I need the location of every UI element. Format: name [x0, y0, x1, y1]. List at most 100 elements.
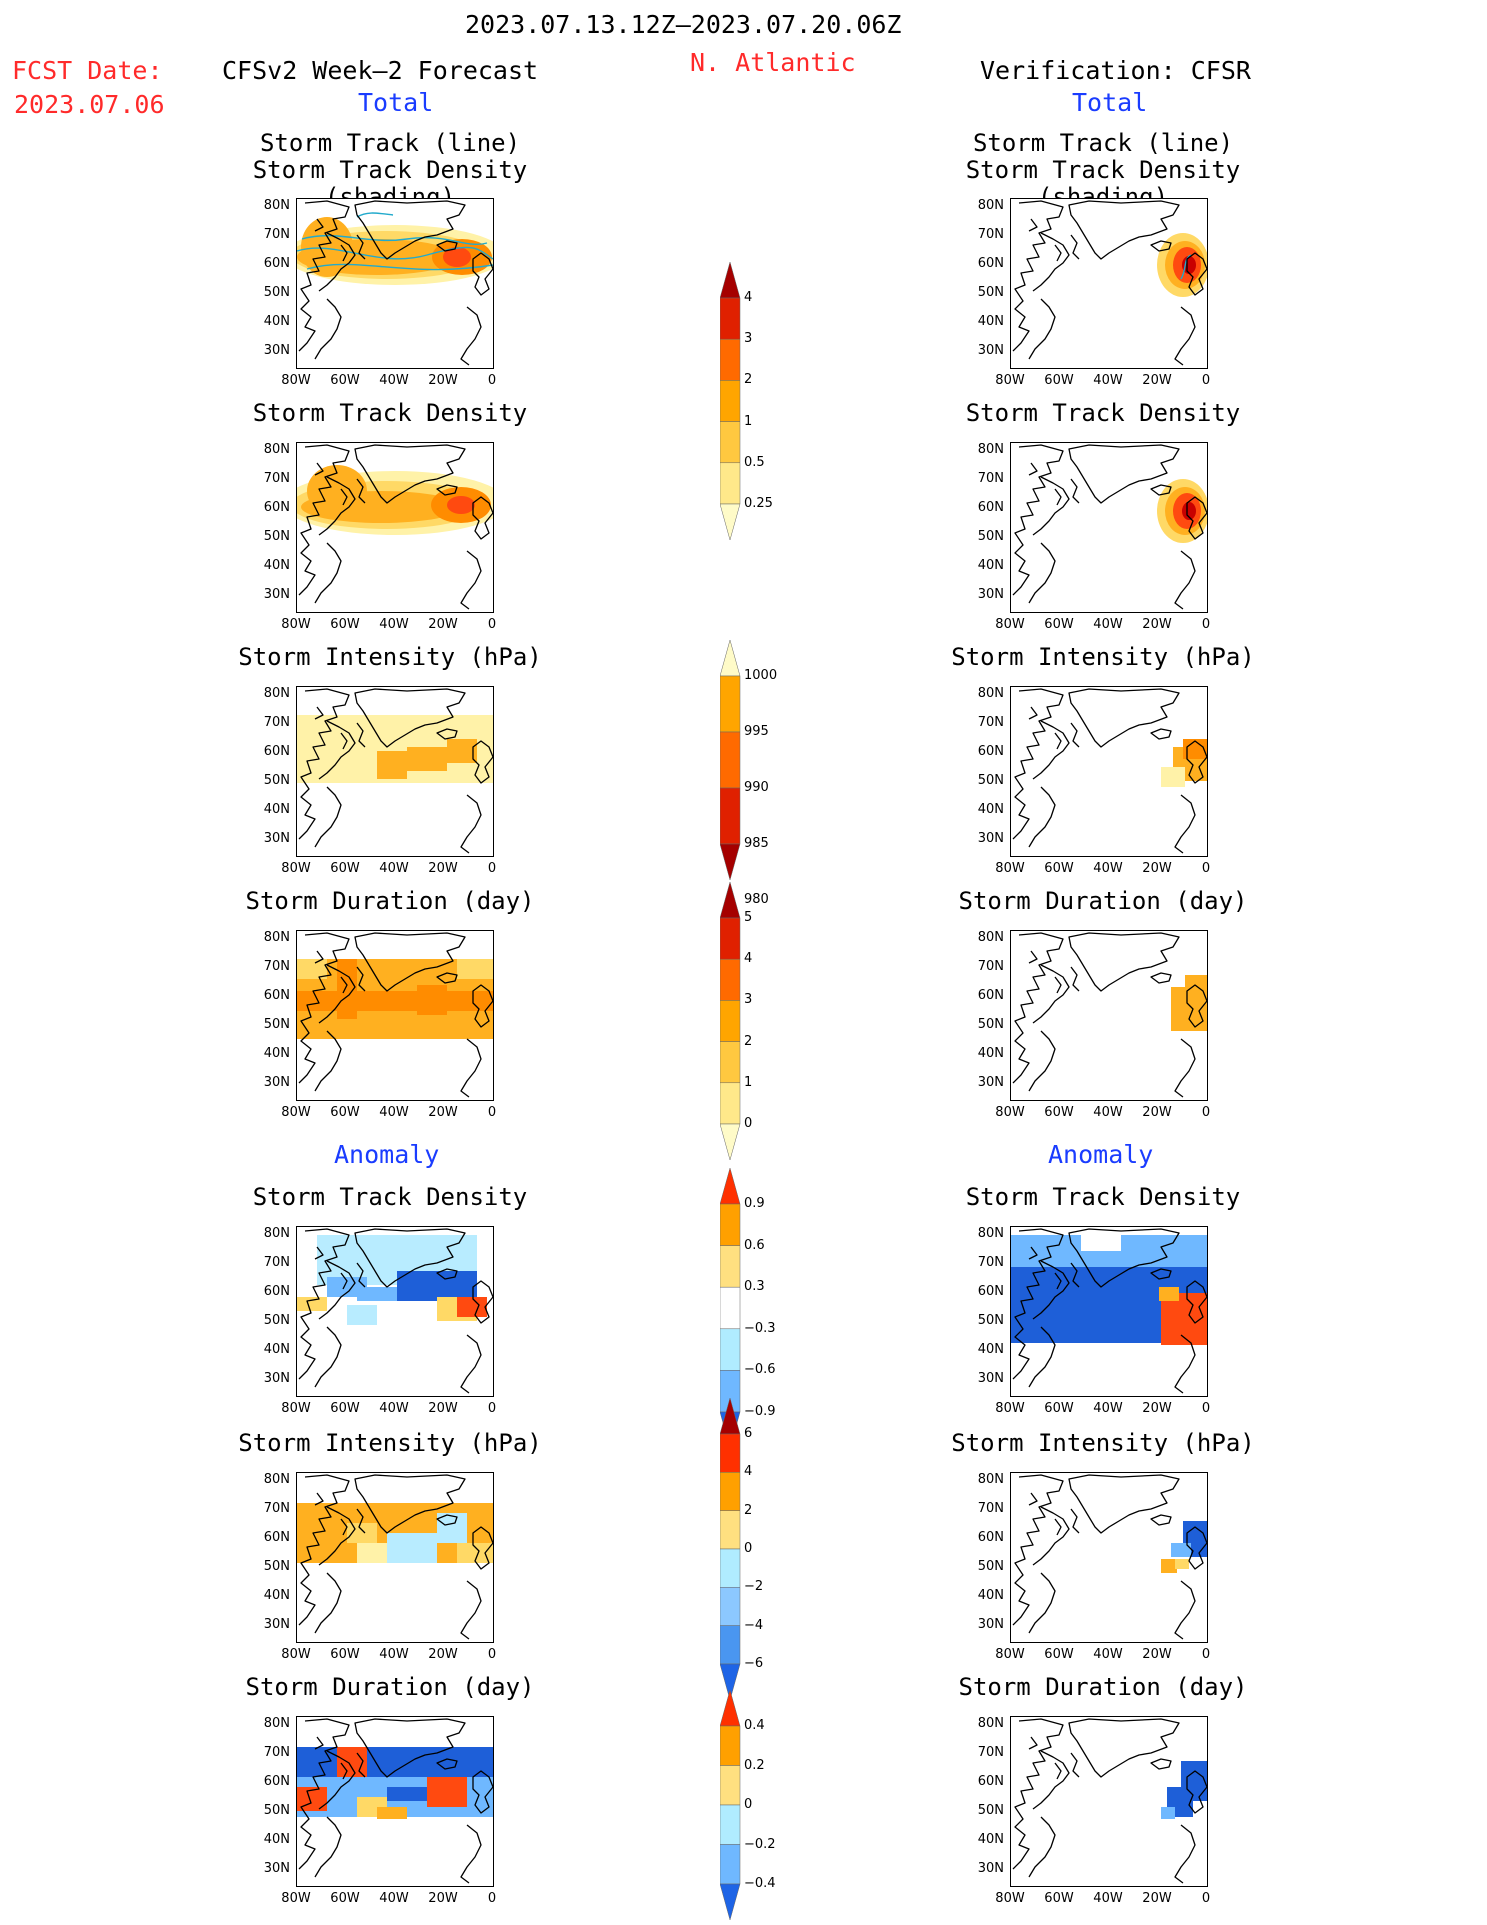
colorbar-segment — [720, 1883, 741, 1920]
colorbar-label: −0.4 — [744, 1876, 776, 1891]
map-panel — [1010, 686, 1208, 857]
map-svg — [1011, 1228, 1207, 1394]
colorbar-label: −2 — [744, 1579, 764, 1595]
map-panel — [296, 198, 494, 369]
lat-label: 50N — [977, 529, 1004, 544]
colorbar-label: 5 — [744, 910, 753, 925]
lat-label: 80N — [263, 1716, 290, 1731]
anomaly-label-left: Anomaly — [334, 1140, 440, 1169]
lat-label: 50N — [263, 1559, 290, 1574]
lon-label: 60W — [1044, 617, 1074, 632]
lat-label: 60N — [977, 1284, 1004, 1299]
lon-label: 0 — [1201, 1401, 1211, 1416]
map-svg — [1012, 200, 1207, 366]
lon-label: 80W — [281, 1647, 311, 1662]
colorbar-label: 1 — [744, 1074, 753, 1090]
panel-title-line1: Storm Track Density — [965, 399, 1241, 427]
colorbar-segment — [720, 882, 741, 919]
panel-title: Storm Duration (day) — [210, 888, 570, 915]
lon-label: 20W — [1142, 861, 1172, 876]
colorbar-label: 0 — [744, 1116, 753, 1131]
colorbar-segment — [720, 787, 741, 845]
lat-label: 50N — [263, 773, 290, 788]
map-svg — [297, 1228, 493, 1394]
colorbar-segment — [720, 1328, 741, 1371]
colorbar-label: 0.3 — [744, 1279, 765, 1295]
colorbar-segment — [720, 1844, 741, 1885]
panel-title-line1: Storm Duration (day) — [958, 887, 1248, 915]
map-svg — [1012, 688, 1207, 854]
lon-label: 80W — [281, 861, 311, 876]
lon-label: 60W — [1044, 373, 1074, 388]
lon-label: 40W — [379, 861, 409, 876]
lat-label: 80N — [263, 198, 290, 213]
lon-label: 60W — [1044, 1647, 1074, 1662]
lat-label: 80N — [977, 1472, 1004, 1487]
map-panel — [1010, 198, 1208, 369]
colorbar — [720, 1398, 741, 1700]
lat-label: 50N — [977, 285, 1004, 300]
lon-label: 20W — [1142, 373, 1172, 388]
lat-label: 50N — [263, 1017, 290, 1032]
region-title: N. Atlantic — [690, 48, 856, 77]
lat-label: 80N — [977, 442, 1004, 457]
fcst-date-value: 2023.07.06 — [14, 90, 165, 119]
colorbar-label: 3 — [744, 992, 753, 1008]
lon-label: 80W — [281, 1401, 311, 1416]
lat-label: 80N — [977, 1226, 1004, 1241]
panel-title: Storm Track Density — [210, 1184, 570, 1211]
lat-label: 80N — [977, 1716, 1004, 1731]
colorbar-label: 4 — [744, 1464, 753, 1480]
lat-label: 70N — [263, 715, 290, 730]
anomaly-label-right: Anomaly — [1048, 1140, 1154, 1169]
map-svg — [297, 444, 493, 610]
colorbar-label: −6 — [744, 1656, 764, 1671]
lon-label: 40W — [1093, 1647, 1123, 1662]
colorbar-segment — [720, 1168, 741, 1205]
lon-label: 60W — [330, 373, 360, 388]
lon-label: 60W — [330, 617, 360, 632]
colorbar — [720, 262, 741, 540]
lat-label: 60N — [977, 988, 1004, 1003]
colorbar-label: 2 — [744, 1033, 753, 1049]
lon-label: 80W — [281, 617, 311, 632]
colorbar-segment — [720, 917, 741, 960]
panel-title: Storm Track Density — [923, 400, 1283, 427]
colorbar-label: 1000 — [744, 668, 778, 683]
lat-label: 40N — [977, 1342, 1004, 1357]
lat-label: 30N — [263, 1617, 290, 1632]
colorbar-label: 1 — [744, 413, 753, 429]
lat-label: 30N — [263, 587, 290, 602]
lat-label: 80N — [263, 1226, 290, 1241]
lon-label: 20W — [428, 617, 458, 632]
map-panel — [1010, 1472, 1208, 1643]
lon-label: 0 — [487, 1647, 497, 1662]
map-panel — [296, 442, 494, 613]
panel-title: Storm Duration (day) — [923, 1674, 1283, 1701]
lat-label: 60N — [977, 744, 1004, 759]
panel-title-line1: Storm Track (line) — [259, 129, 521, 157]
lon-label: 0 — [487, 861, 497, 876]
lat-label: 60N — [263, 500, 290, 515]
panel-title-line1: Storm Duration (day) — [245, 1673, 535, 1701]
lat-label: 70N — [977, 227, 1004, 242]
lat-label: 40N — [263, 1046, 290, 1061]
lon-label: 0 — [1201, 1891, 1211, 1906]
lon-label: 0 — [1201, 861, 1211, 876]
colorbar-segment — [720, 1245, 741, 1288]
lat-label: 70N — [977, 1255, 1004, 1270]
colorbar-segment — [720, 297, 741, 340]
lon-label: 20W — [1142, 1105, 1172, 1120]
map-svg — [297, 1718, 493, 1884]
lat-label: 70N — [977, 471, 1004, 486]
lat-label: 30N — [977, 1861, 1004, 1876]
colorbar-segment — [720, 462, 741, 505]
lon-label: 0 — [487, 1105, 497, 1120]
map-panel — [1010, 1226, 1208, 1397]
map-svg — [297, 688, 493, 854]
panel-title-line1: Storm Intensity (hPa) — [238, 1429, 542, 1457]
lat-label: 40N — [263, 314, 290, 329]
lat-label: 50N — [977, 1017, 1004, 1032]
colorbar-segment — [720, 1690, 741, 1727]
lat-label: 80N — [263, 686, 290, 701]
